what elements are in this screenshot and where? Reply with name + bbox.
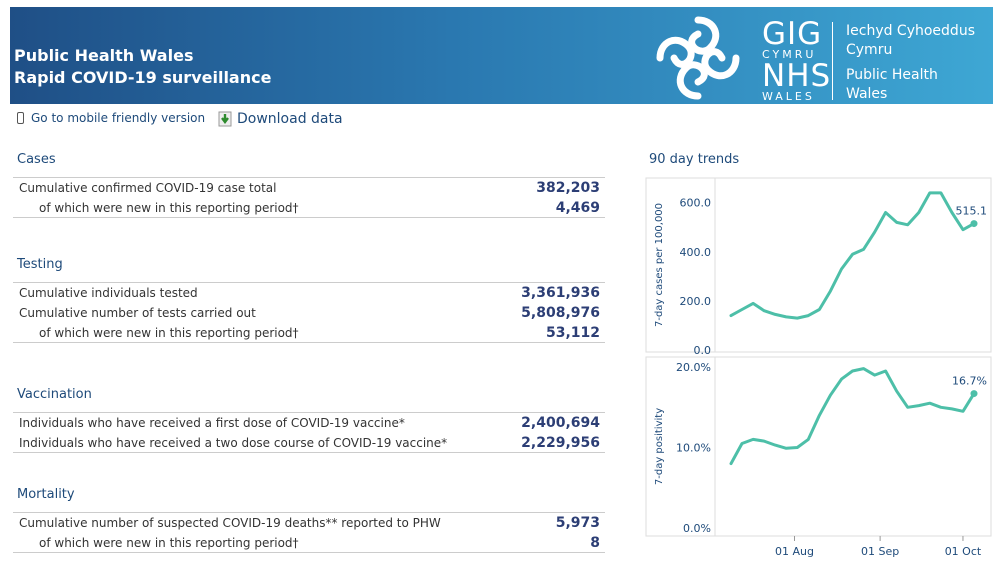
y-tick-label: 600.0 xyxy=(680,197,712,210)
divider xyxy=(13,282,605,283)
row-label: of which were new in this reporting peri… xyxy=(39,201,299,215)
x-tick-label: 01 Aug xyxy=(775,545,814,558)
table-row: of which were new in this reporting peri… xyxy=(13,533,605,553)
download-data-link[interactable]: Download data xyxy=(218,111,343,127)
row-value: 382,203 xyxy=(536,180,600,196)
divider xyxy=(13,342,605,343)
row-label: Cumulative number of tests carried out xyxy=(19,306,256,320)
divider xyxy=(13,217,605,218)
table-row: Cumulative number of suspected COVID-19 … xyxy=(13,513,605,533)
logo-gig-text: GIG xyxy=(762,16,823,52)
y-tick-label: 10.0% xyxy=(676,442,711,455)
table-row: Cumulative number of tests carried out 5… xyxy=(13,303,605,323)
row-value: 8 xyxy=(590,535,600,551)
logo-org-line2: Cymru xyxy=(846,42,893,58)
row-label: Individuals who have received a first do… xyxy=(19,416,405,430)
y-axis-label: 7-day cases per 100,000 xyxy=(654,203,665,327)
table-row: Individuals who have received a first do… xyxy=(13,413,605,433)
logo-divider xyxy=(832,22,833,100)
divider xyxy=(13,452,605,453)
chart-panel-frame xyxy=(645,177,992,353)
row-label: Cumulative confirmed COVID-19 case total xyxy=(19,181,277,195)
row-value: 5,973 xyxy=(555,515,600,531)
row-label: of which were new in this reporting peri… xyxy=(39,536,299,550)
y-tick-label: 0.0 xyxy=(694,344,712,357)
series-end-label: 515.1 xyxy=(956,205,988,218)
table-row: of which were new in this reporting peri… xyxy=(13,323,605,343)
celtic-knot-logo-icon xyxy=(656,16,740,100)
divider xyxy=(13,512,605,513)
row-value: 3,361,936 xyxy=(521,285,600,301)
section-title-vaccination: Vaccination xyxy=(17,387,92,402)
divider xyxy=(13,552,605,553)
logo-org-line4: Wales xyxy=(846,86,888,102)
table-row: Cumulative confirmed COVID-19 case total… xyxy=(13,178,605,198)
page-subtitle: Rapid COVID-19 surveillance xyxy=(14,68,272,87)
table-row: Cumulative individuals tested 3,361,936 xyxy=(13,283,605,303)
row-label: Cumulative individuals tested xyxy=(19,286,198,300)
logo-org-line3: Public Health xyxy=(846,67,938,83)
row-value: 5,808,976 xyxy=(521,305,600,321)
section-title-mortality: Mortality xyxy=(17,487,75,502)
row-label: Individuals who have received a two dose… xyxy=(19,436,448,450)
section-title-cases: Cases xyxy=(17,152,56,167)
page-title: Public Health Wales xyxy=(14,46,194,65)
logo-nhs-text: NHS xyxy=(762,58,832,94)
trends-charts: 0.0 200.0 400.0 600.0 7-day cases per 100,00… xyxy=(645,177,992,558)
table-row: of which were new in this reporting peri… xyxy=(13,198,605,218)
x-tick-label: 01 Oct xyxy=(945,545,982,558)
series-end-point xyxy=(970,220,978,228)
logo-wales-text: WALES xyxy=(762,90,815,103)
logo-org-line1: Iechyd Cyhoeddus xyxy=(846,23,975,39)
section-title-testing: Testing xyxy=(17,257,63,272)
download-data-label: Download data xyxy=(237,111,343,127)
series-end-point xyxy=(970,390,978,398)
y-tick-label: 200.0 xyxy=(680,295,712,308)
divider xyxy=(13,177,605,178)
y-axis-label: 7-day positivity xyxy=(654,408,665,485)
mobile-version-label: Go to mobile friendly version xyxy=(31,111,206,125)
y-tick-label: 0.0% xyxy=(683,522,711,535)
x-tick-label: 01 Sep xyxy=(861,545,899,558)
series-end-label: 16.7% xyxy=(952,375,987,388)
row-value: 4,469 xyxy=(555,200,600,216)
series-line xyxy=(729,191,976,320)
row-value: 53,112 xyxy=(545,325,600,341)
divider xyxy=(13,412,605,413)
phone-icon xyxy=(17,112,24,124)
y-tick-label: 400.0 xyxy=(680,246,712,259)
row-value: 2,400,694 xyxy=(521,415,600,431)
row-label: of which were new in this reporting peri… xyxy=(39,326,299,340)
row-label: Cumulative number of suspected COVID-19 … xyxy=(19,516,441,530)
header-banner xyxy=(10,7,993,104)
series-line xyxy=(729,367,976,466)
logo-cymru-text: CYMRU xyxy=(762,48,817,61)
row-value: 2,229,956 xyxy=(521,435,600,451)
trends-title: 90 day trends xyxy=(649,152,740,167)
table-row: Individuals who have received a two dose… xyxy=(13,433,605,453)
y-tick-label: 20.0% xyxy=(676,361,711,374)
mobile-version-link[interactable]: Go to mobile friendly version xyxy=(17,111,205,125)
download-icon xyxy=(218,111,232,127)
